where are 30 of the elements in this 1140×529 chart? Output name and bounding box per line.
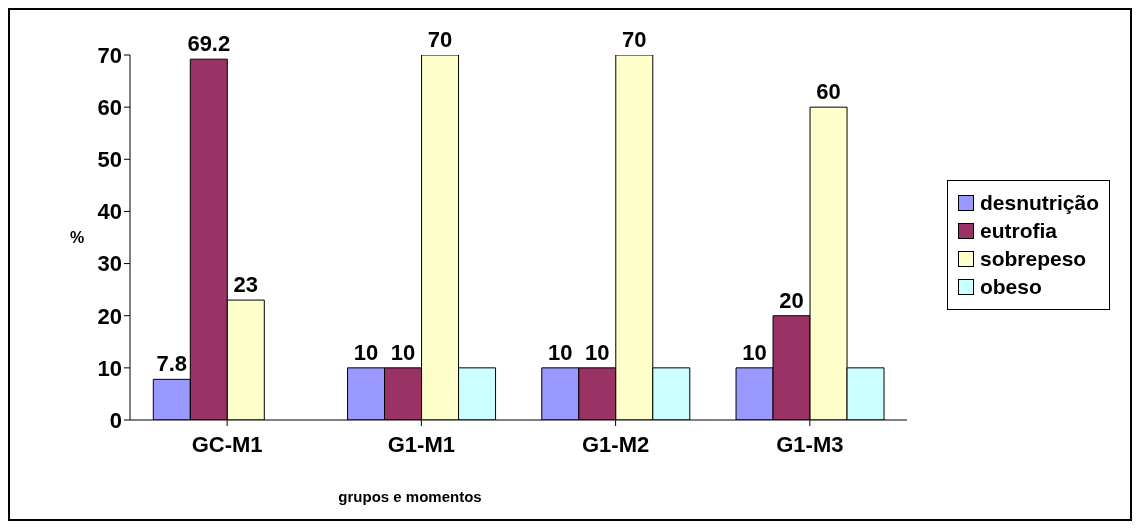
data-label: 10 — [742, 339, 767, 365]
y-tick-label: 40 — [97, 199, 122, 225]
data-label: 10 — [548, 339, 573, 365]
data-label: 7.8 — [156, 351, 188, 377]
y-tick-label: 0 — [109, 407, 122, 433]
y-tick-label: 60 — [97, 94, 122, 120]
data-label: 70 — [427, 27, 453, 52]
data-label: 70 — [622, 27, 647, 52]
legend-label: eutrofia — [979, 219, 1057, 243]
data-label: 20 — [779, 287, 804, 313]
legend-label: sobrepeso — [979, 247, 1087, 271]
x-tick-label: GC-M1 — [191, 431, 263, 457]
legend-label: obeso — [979, 275, 1042, 299]
legend-label: desnutrição — [979, 191, 1099, 215]
y-tick-label: 50 — [97, 147, 122, 173]
y-tick-label: 10 — [97, 355, 122, 381]
data-label: 60 — [816, 79, 841, 105]
x-tick-label: G1-M1 — [387, 431, 455, 457]
data-label: 10 — [353, 339, 379, 365]
y-tick-label: 20 — [97, 303, 122, 329]
x-axis-title: grupos e momentos — [337, 488, 483, 505]
y-tick-label: 70 — [97, 42, 122, 68]
y-tick-label: 30 — [97, 251, 122, 277]
data-label: 69.2 — [187, 31, 231, 57]
data-label: 10 — [390, 339, 416, 365]
x-tick-label: G1-M3 — [776, 431, 844, 457]
data-label: 23 — [233, 272, 259, 298]
data-label: 10 — [585, 339, 610, 365]
y-axis-title: % — [70, 229, 85, 247]
x-tick-label: G1-M2 — [581, 431, 650, 457]
